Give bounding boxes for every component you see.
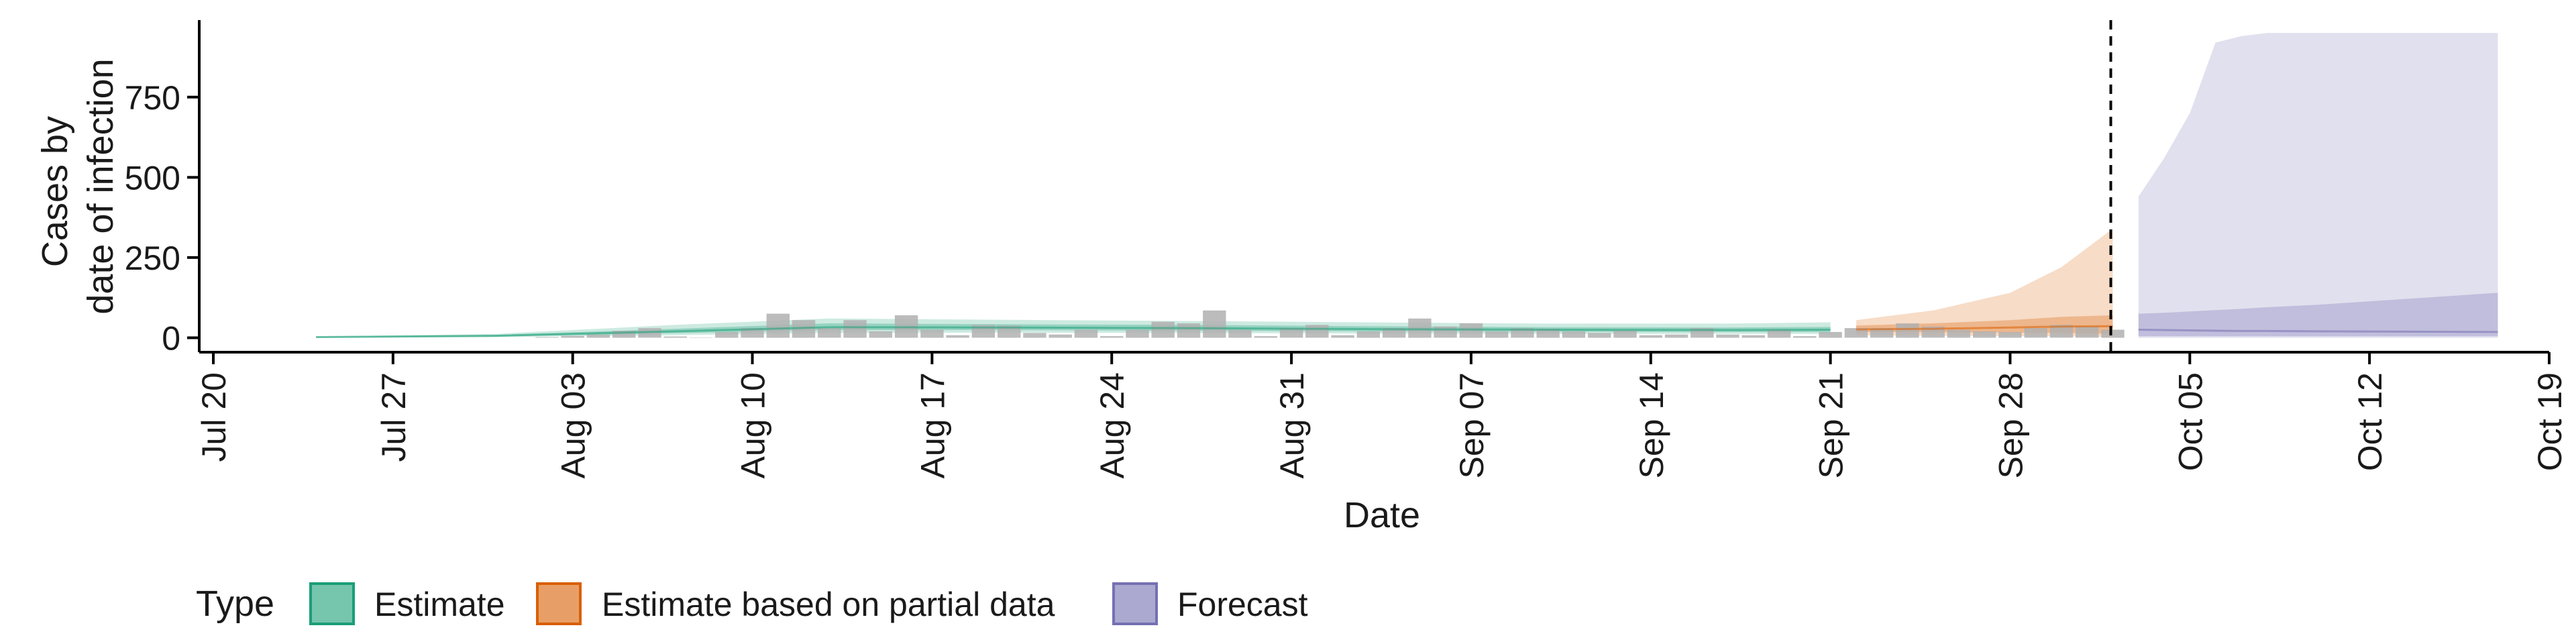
legend-title: Type	[196, 584, 274, 624]
observed-bar	[715, 331, 739, 338]
ribbon-90-2	[2138, 33, 2498, 338]
observed-bar	[741, 328, 764, 338]
ribbon-50-2	[2138, 292, 2498, 337]
legend-label-0: Estimate	[374, 586, 505, 623]
observed-bar	[1100, 336, 1124, 338]
median-lines-layer	[316, 325, 2498, 338]
observed-bar	[1279, 328, 1303, 338]
axes-layer	[198, 20, 2549, 354]
observed-bar	[1741, 335, 1765, 338]
median-line-0	[316, 326, 1831, 338]
observed-bar	[1947, 329, 1971, 338]
observed-bar	[2076, 326, 2099, 338]
observed-bar	[843, 320, 867, 338]
observed-bar	[1305, 325, 1329, 338]
legend-key-1	[536, 582, 582, 625]
x-ticks: Jul 20 Jul 27 Aug 03 Aug 10 Aug 17 Aug 24 Aug …	[195, 352, 2569, 478]
x-tick-label: Oct 19	[2531, 372, 2569, 471]
observed-bar	[1254, 336, 1277, 338]
observed-bar	[663, 336, 687, 338]
observed-bar	[1331, 335, 1354, 338]
x-tick-label: Aug 24	[1093, 372, 1131, 478]
observed-bar	[1536, 329, 1560, 338]
observed-bar	[1203, 310, 1226, 338]
median-line-2	[2138, 329, 2498, 333]
observed-bar	[1664, 334, 1688, 338]
ribbon-90-1	[1856, 228, 2113, 337]
y-axis-title: Cases by date of infection	[35, 58, 121, 314]
observed-bar	[1896, 323, 1919, 338]
observed-bar	[1973, 331, 1996, 338]
observed-bar	[869, 331, 892, 338]
y-axis-title-line-1: Cases by	[35, 116, 75, 267]
observed-bar	[1767, 329, 1791, 338]
x-tick-label: Oct 05	[2171, 372, 2209, 471]
observed-bar	[1562, 331, 1586, 338]
observed-bar	[2049, 325, 2074, 338]
observed-bar	[1434, 326, 1457, 338]
observed-bar	[1126, 329, 1149, 338]
observed-bar	[1382, 328, 1406, 338]
x-tick-label: Sep 21	[1813, 372, 1850, 478]
x-tick-label: Aug 31	[1273, 372, 1311, 478]
observed-bar	[689, 337, 713, 338]
observed-bar	[586, 334, 610, 338]
observed-bar	[920, 329, 944, 338]
x-tick-label: Sep 07	[1453, 372, 1491, 478]
observed-bar	[1177, 323, 1201, 338]
observed-bar	[946, 335, 969, 338]
x-tick-label: Jul 20	[195, 372, 233, 462]
x-tick-label: Aug 17	[914, 372, 951, 478]
observed-bar	[1716, 334, 1739, 338]
y-tick-label: 250	[125, 239, 180, 277]
observed-bar	[1151, 321, 1175, 338]
observed-bar	[818, 328, 841, 338]
y-tick-label: 0	[162, 319, 180, 357]
observed-bar	[1459, 323, 1483, 338]
legend-key-0	[309, 582, 355, 625]
legend-label-1: Estimate based on partial data	[602, 586, 1055, 623]
observed-bar	[1408, 318, 1432, 338]
legend: Type Estimate Estimate based on partial d…	[196, 582, 1308, 625]
observed-bar	[1998, 331, 2022, 338]
y-ticks: 0 250 500 750	[125, 79, 199, 357]
observed-bar	[1613, 331, 1637, 338]
y-axis-title-line-2: date of infection	[80, 58, 121, 314]
observed-bar	[561, 335, 584, 338]
x-tick-label: Jul 27	[375, 372, 413, 462]
x-tick-label: Sep 28	[1992, 372, 2030, 478]
x-tick-label: Aug 03	[555, 372, 592, 478]
x-axis-title: Date	[1344, 495, 1420, 535]
y-tick-label: 750	[125, 79, 180, 117]
legend-key-2	[1112, 582, 1158, 625]
observed-bar	[998, 325, 1021, 338]
observed-bar	[1793, 336, 1817, 338]
observed-bar	[612, 331, 636, 338]
observed-bar	[535, 337, 559, 338]
observed-bar	[1588, 333, 1611, 338]
legend-label-2: Forecast	[1177, 586, 1308, 623]
observed-bar	[1639, 335, 1662, 338]
x-tick-label: Aug 10	[735, 372, 772, 478]
observed-bar	[1074, 329, 1098, 338]
median-line-1	[1856, 325, 2113, 331]
x-tick-label: Oct 12	[2351, 372, 2389, 471]
observed-bar	[1485, 331, 1509, 338]
observed-bar	[2101, 329, 2125, 338]
observed-bar	[1870, 328, 1894, 338]
observed-bar	[2024, 328, 2047, 338]
x-tick-label: Sep 14	[1633, 372, 1670, 478]
observed-bar	[1023, 333, 1046, 338]
observed-bar	[1049, 334, 1072, 338]
observed-bar	[766, 313, 790, 338]
observed-bar	[1819, 331, 1842, 338]
ribbon-layer	[316, 33, 2498, 338]
observed-bar	[1356, 331, 1380, 338]
y-tick-label: 500	[125, 159, 180, 197]
observed-bar	[1228, 329, 1252, 338]
observed-bar	[1844, 328, 1868, 338]
